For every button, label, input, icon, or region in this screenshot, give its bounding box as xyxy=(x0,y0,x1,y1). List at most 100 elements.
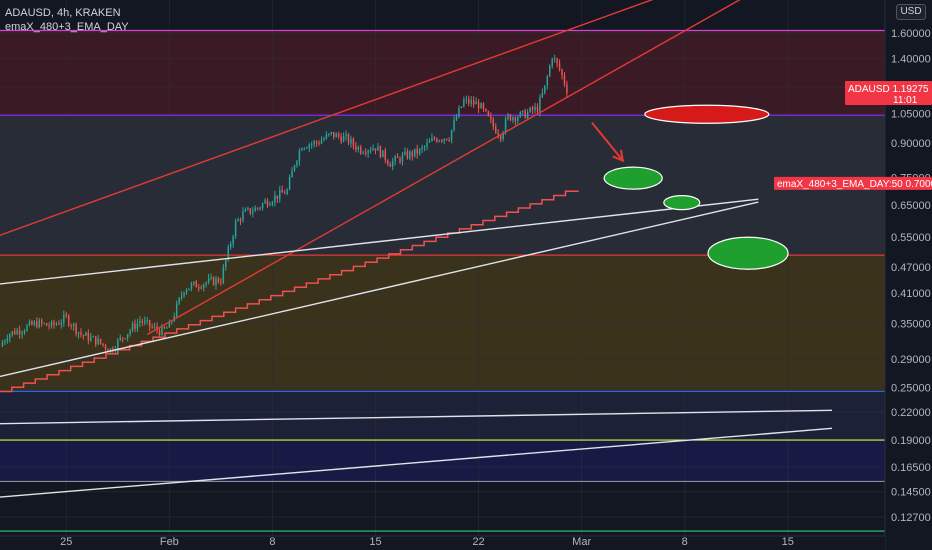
candle[interactable] xyxy=(443,138,445,145)
candle[interactable] xyxy=(269,201,271,207)
candle[interactable] xyxy=(202,283,205,292)
target-ellipse[interactable] xyxy=(644,104,770,124)
candle[interactable] xyxy=(509,113,512,122)
candle[interactable] xyxy=(13,327,16,335)
candle[interactable] xyxy=(183,291,185,298)
candle[interactable] xyxy=(188,288,190,291)
candle[interactable] xyxy=(225,259,227,271)
candle[interactable] xyxy=(379,145,382,159)
candle[interactable] xyxy=(414,148,416,158)
candle[interactable] xyxy=(252,206,254,218)
candle[interactable] xyxy=(166,326,168,329)
candle[interactable] xyxy=(477,98,480,114)
candle[interactable] xyxy=(254,205,256,212)
candle[interactable] xyxy=(291,167,293,178)
candle[interactable] xyxy=(26,324,28,332)
candle[interactable] xyxy=(399,156,401,165)
candle[interactable] xyxy=(475,97,477,105)
candle[interactable] xyxy=(531,105,534,115)
candle[interactable] xyxy=(303,147,306,151)
candle[interactable] xyxy=(328,133,330,137)
candle[interactable] xyxy=(200,285,202,290)
candle[interactable] xyxy=(70,323,72,330)
candle[interactable] xyxy=(117,338,119,354)
candle[interactable] xyxy=(448,137,450,143)
candle[interactable] xyxy=(566,80,568,98)
candle[interactable] xyxy=(217,276,220,284)
candle[interactable] xyxy=(499,134,502,143)
candle[interactable] xyxy=(82,334,85,340)
candle[interactable] xyxy=(55,321,58,326)
candle[interactable] xyxy=(526,108,529,121)
candle[interactable] xyxy=(404,147,406,156)
candle[interactable] xyxy=(465,95,468,104)
candle[interactable] xyxy=(271,200,274,207)
candle[interactable] xyxy=(237,217,239,222)
candle[interactable] xyxy=(330,131,333,136)
candle[interactable] xyxy=(207,273,210,285)
candle[interactable] xyxy=(279,185,281,203)
candle[interactable] xyxy=(261,202,264,211)
candle[interactable] xyxy=(53,319,55,329)
candle[interactable] xyxy=(455,114,458,121)
candle[interactable] xyxy=(146,317,148,325)
candle[interactable] xyxy=(382,150,384,158)
candle[interactable] xyxy=(561,68,563,80)
candle[interactable] xyxy=(512,116,514,124)
candle[interactable] xyxy=(433,135,436,141)
candle[interactable] xyxy=(485,108,487,113)
candle[interactable] xyxy=(333,132,335,140)
candle[interactable] xyxy=(463,96,465,108)
candle[interactable] xyxy=(524,108,526,119)
candle[interactable] xyxy=(151,323,153,329)
candle[interactable] xyxy=(360,144,362,156)
trend-line-white[interactable] xyxy=(0,201,759,378)
trend-line-red[interactable] xyxy=(0,0,729,236)
candle[interactable] xyxy=(148,319,151,332)
candle[interactable] xyxy=(522,110,524,116)
candle[interactable] xyxy=(212,276,215,286)
candle[interactable] xyxy=(480,102,482,109)
candle[interactable] xyxy=(367,149,369,158)
candle[interactable] xyxy=(325,131,328,140)
candle[interactable] xyxy=(180,291,183,301)
candle[interactable] xyxy=(436,137,438,143)
candle[interactable] xyxy=(38,317,41,329)
candle[interactable] xyxy=(453,115,455,132)
candle[interactable] xyxy=(67,314,70,328)
candle[interactable] xyxy=(185,288,188,295)
candle[interactable] xyxy=(406,148,409,160)
candle[interactable] xyxy=(60,319,63,329)
candle[interactable] xyxy=(134,319,136,333)
candle[interactable] xyxy=(198,283,200,292)
candle[interactable] xyxy=(104,343,107,353)
candle[interactable] xyxy=(441,139,443,144)
trend-line-white[interactable] xyxy=(0,198,759,285)
candle[interactable] xyxy=(502,130,504,142)
candle[interactable] xyxy=(323,136,325,142)
candle[interactable] xyxy=(276,195,279,204)
candle[interactable] xyxy=(23,328,26,336)
candle[interactable] xyxy=(536,103,539,114)
candle[interactable] xyxy=(126,333,129,342)
candle[interactable] xyxy=(124,338,126,340)
candle[interactable] xyxy=(355,141,357,153)
candle[interactable] xyxy=(264,198,266,204)
candle[interactable] xyxy=(99,338,102,345)
candle[interactable] xyxy=(549,64,551,78)
candle[interactable] xyxy=(232,234,234,248)
candle[interactable] xyxy=(244,207,247,213)
candle[interactable] xyxy=(274,190,276,207)
candle[interactable] xyxy=(345,130,347,141)
candle[interactable] xyxy=(423,145,426,152)
candle[interactable] xyxy=(153,322,156,330)
candle[interactable] xyxy=(369,146,372,154)
candle[interactable] xyxy=(335,132,337,138)
candle[interactable] xyxy=(266,198,269,208)
candle[interactable] xyxy=(387,159,389,167)
candle[interactable] xyxy=(416,144,418,159)
candle[interactable] xyxy=(514,116,517,126)
candle[interactable] xyxy=(210,273,212,281)
candle[interactable] xyxy=(377,143,379,151)
